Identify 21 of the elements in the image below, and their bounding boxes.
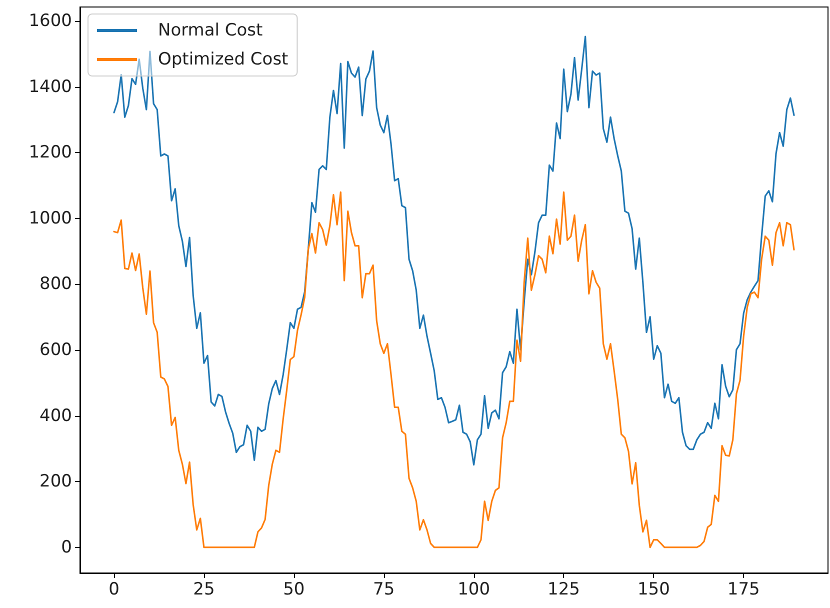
line-series [113, 36, 795, 466]
y-tick-label: 1000 [28, 208, 72, 228]
y-tick-label: 1400 [28, 76, 72, 97]
x-tick-label: 125 [548, 580, 580, 600]
x-tick-label: 25 [193, 580, 215, 600]
y-tick-label: 0 [61, 537, 72, 558]
x-tick-label: 50 [283, 580, 305, 600]
line-series [113, 191, 795, 548]
y-tick-label: 600 [40, 340, 72, 360]
x-tick-label: 0 [108, 580, 120, 600]
y-tick-label: 200 [40, 472, 72, 492]
y-tick-label: 1200 [28, 142, 72, 163]
y-tick-label: 800 [40, 274, 72, 294]
x-tick-label: 100 [458, 580, 490, 600]
y-tick-label: 400 [40, 406, 72, 426]
x-tick-label: 150 [637, 580, 670, 600]
x-tick-label: 75 [373, 580, 395, 600]
legend-label: Normal Cost [158, 20, 264, 40]
y-tick-label: 1600 [28, 11, 72, 32]
legend-label: Optimized Cost [158, 50, 289, 70]
x-tick-label: 175 [727, 580, 760, 600]
